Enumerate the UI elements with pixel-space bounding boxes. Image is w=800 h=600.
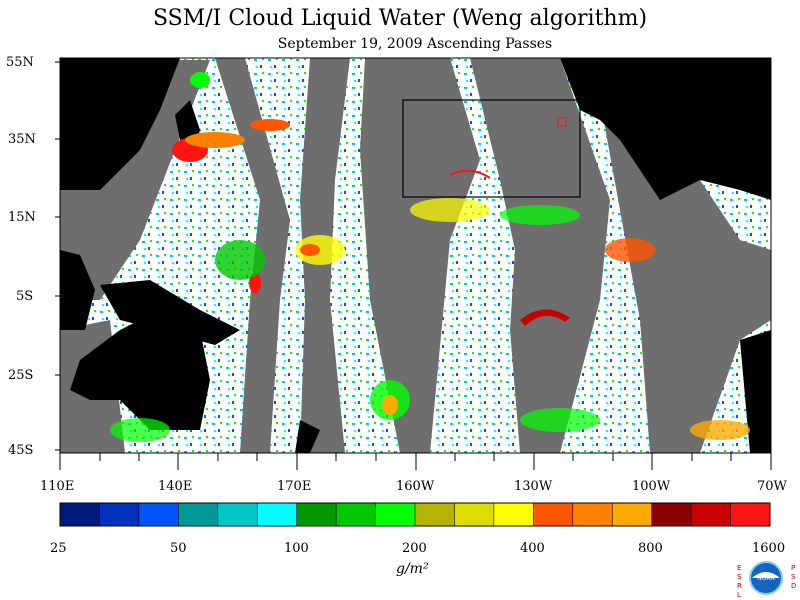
logo-left-text: E xyxy=(737,564,741,572)
colorbar-label-400: 400 xyxy=(520,541,545,556)
lon-ticks xyxy=(59,453,772,470)
colorbar-swatch xyxy=(375,503,416,526)
svg-text:R: R xyxy=(737,582,742,590)
colorbar-swatch xyxy=(454,503,495,526)
svg-text:D: D xyxy=(791,582,796,590)
lat-label-35n: 35N xyxy=(8,132,36,147)
colorbar xyxy=(59,502,771,527)
svg-text:NOAA: NOAA xyxy=(757,575,775,582)
svg-text:S: S xyxy=(737,573,742,581)
colorbar-swatch xyxy=(336,503,377,526)
colorbar-swatch xyxy=(296,503,337,526)
colorbar-swatch xyxy=(138,503,179,526)
lat-label-55n: 55N xyxy=(6,55,34,70)
colorbar-swatch xyxy=(415,503,455,526)
colorbar-label-100: 100 xyxy=(284,541,309,556)
lat-label-15n: 15N xyxy=(8,210,36,225)
colorbar-swatch xyxy=(178,503,219,526)
colorbar-label-1600: 1600 xyxy=(752,541,786,556)
lon-label-160w: 160W xyxy=(396,479,435,494)
colorbar-swatch xyxy=(730,503,771,526)
lon-label-130w: 130W xyxy=(514,479,553,494)
colorbar-swatch xyxy=(60,503,100,526)
noaa-logo: E S R L NOAA P S D xyxy=(737,561,796,598)
lon-label-140e: 140E xyxy=(158,479,193,494)
lat-ticks xyxy=(55,61,60,451)
colorbar-swatch xyxy=(493,503,534,526)
logo-right-text: P xyxy=(791,564,795,572)
site-marker xyxy=(557,117,567,127)
colorbar-swatch xyxy=(533,503,574,526)
map-subtitle: September 19, 2009 Ascending Passes xyxy=(277,36,553,52)
units-label: g/m² xyxy=(396,561,429,577)
lon-label-100w: 100W xyxy=(632,479,671,494)
colorbar-label-800: 800 xyxy=(638,541,663,556)
colorbar-swatch xyxy=(217,503,258,526)
colorbar-label-50: 50 xyxy=(170,541,187,556)
colorbar-swatch xyxy=(651,503,692,526)
region-box xyxy=(402,99,581,198)
lat-label-5s: 5S xyxy=(16,289,34,304)
svg-text:L: L xyxy=(737,591,741,598)
map-title: SSM/I Cloud Liquid Water (Weng algorithm… xyxy=(152,6,648,31)
colorbar-swatch xyxy=(691,503,732,526)
lat-label-25s: 25S xyxy=(8,368,34,383)
cloud-features xyxy=(110,72,750,442)
colorbar-swatch xyxy=(257,503,298,526)
colorbar-swatch xyxy=(572,503,613,526)
svg-text:S: S xyxy=(791,573,796,581)
colorbar-label-25: 25 xyxy=(50,541,67,556)
lon-label-170e: 170E xyxy=(277,479,312,494)
colorbar-label-200: 200 xyxy=(402,541,427,556)
land-masses xyxy=(60,58,771,453)
lon-label-70w: 70W xyxy=(757,479,787,494)
colorbar-swatch xyxy=(99,503,140,526)
lon-label-110e: 110E xyxy=(40,479,75,494)
lat-label-45s: 45S xyxy=(8,443,34,458)
colorbar-swatch xyxy=(612,503,653,526)
